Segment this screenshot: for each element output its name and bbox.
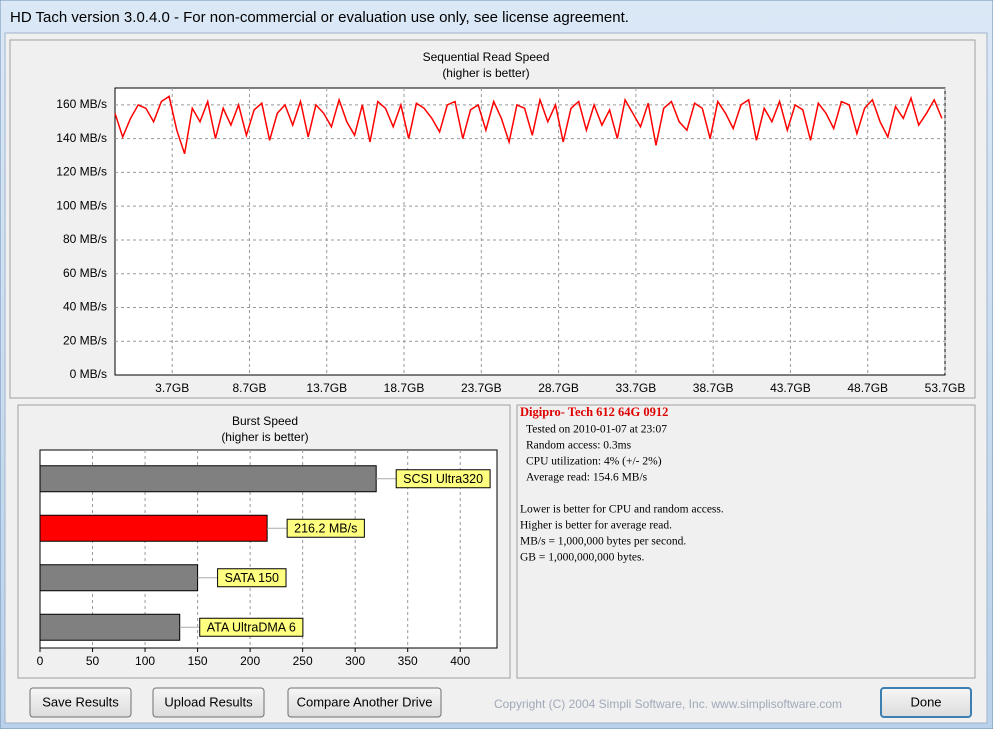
read-plot <box>114 87 946 376</box>
button-frame[interactable] <box>287 687 442 718</box>
y-tick-label: 80 MB/s <box>63 232 107 246</box>
button-frame[interactable] <box>29 687 132 718</box>
x-tick-label: 33.7GB <box>616 381 657 395</box>
y-tick-label: 40 MB/s <box>63 300 107 314</box>
button-label[interactable]: Upload Results <box>164 694 253 709</box>
bar <box>39 514 268 542</box>
x-tick-label: 400 <box>450 654 470 668</box>
x-tick-label: 28.7GB <box>538 381 579 395</box>
label-box <box>395 469 491 489</box>
button-frame[interactable] <box>880 687 972 718</box>
chart-title: Burst Speed <box>232 414 298 428</box>
info-detail: Tested on 2010-01-07 at 23:07 <box>526 424 667 436</box>
y-tick-label: 60 MB/s <box>63 266 107 280</box>
bar-label: SATA 150 <box>225 571 279 585</box>
x-tick-label: 13.7GB <box>306 381 347 395</box>
x-tick-label: 300 <box>345 654 365 668</box>
info-note: Higher is better for average read. <box>520 520 672 532</box>
info-detail: Random access: 0.3ms <box>526 440 632 452</box>
x-tick-label: 200 <box>240 654 260 668</box>
info-note: MB/s = 1,000,000 bytes per second. <box>520 536 686 548</box>
button[interactable]: Save Results <box>29 687 132 718</box>
button-label[interactable]: Done <box>910 694 941 709</box>
info-note: GB = 1,000,000,000 bytes. <box>520 552 644 564</box>
copyright: Copyright (C) 2004 Simpli Software, Inc.… <box>494 697 842 711</box>
button[interactable]: Compare Another Drive <box>287 687 442 718</box>
bar <box>39 564 199 592</box>
x-tick-label: 250 <box>293 654 313 668</box>
label-box <box>286 518 365 538</box>
chart-subtitle: (higher is better) <box>442 66 529 80</box>
bar-label: ATA UltraDMA 6 <box>207 621 296 635</box>
button[interactable]: Done <box>880 687 972 718</box>
info-note: Lower is better for CPU and random acces… <box>520 504 724 516</box>
button[interactable]: Upload Results <box>152 687 265 718</box>
info-detail: Average read: 154.6 MB/s <box>526 472 648 484</box>
bar <box>39 613 181 641</box>
y-tick-label: 160 MB/s <box>56 97 107 111</box>
x-tick-label: 43.7GB <box>770 381 811 395</box>
y-tick-label: 20 MB/s <box>63 333 107 347</box>
button-label[interactable]: Save Results <box>42 694 119 709</box>
x-tick-label: 48.7GB <box>847 381 888 395</box>
button-frame[interactable] <box>152 687 265 718</box>
read-line <box>114 95 943 155</box>
y-tick-label: 0 MB/s <box>70 367 107 381</box>
label-box <box>217 568 287 588</box>
x-tick-label: 18.7GB <box>384 381 425 395</box>
bar <box>39 465 377 493</box>
x-tick-label: 53.7GB <box>925 381 966 395</box>
bar-label: SCSI Ultra320 <box>403 472 483 486</box>
chart-subtitle: (higher is better) <box>221 430 308 444</box>
x-tick-label: 0 <box>37 654 44 668</box>
button-label[interactable]: Compare Another Drive <box>297 694 433 709</box>
x-tick-label: 3.7GB <box>155 381 189 395</box>
drive-name: Digipro- Tech 612 64G 0912 <box>520 405 668 419</box>
y-tick-label: 100 MB/s <box>56 198 107 212</box>
window-title: HD Tach version 3.0.4.0 - For non-commer… <box>10 9 629 26</box>
x-tick-label: 350 <box>398 654 418 668</box>
chart-title: Sequential Read Speed <box>423 50 550 64</box>
info-detail: CPU utilization: 4% (+/- 2%) <box>526 456 662 468</box>
info-panel <box>516 404 976 679</box>
x-tick-label: 8.7GB <box>232 381 266 395</box>
value-label: 216.2 MB/s <box>294 522 357 536</box>
x-tick-label: 150 <box>188 654 208 668</box>
x-tick-label: 50 <box>86 654 100 668</box>
label-box <box>199 617 304 637</box>
x-tick-label: 38.7GB <box>693 381 734 395</box>
x-tick-label: 23.7GB <box>461 381 502 395</box>
y-tick-label: 140 MB/s <box>56 131 107 145</box>
y-tick-label: 120 MB/s <box>56 165 107 179</box>
x-tick-label: 100 <box>135 654 155 668</box>
